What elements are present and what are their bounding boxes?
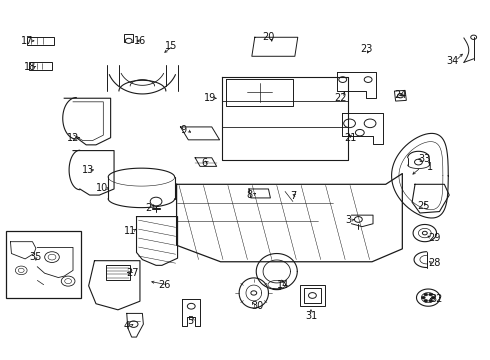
Circle shape [354,217,362,222]
Circle shape [65,279,72,284]
Text: 8: 8 [247,190,253,200]
Circle shape [431,296,435,299]
Circle shape [251,291,257,295]
Text: 29: 29 [428,233,441,243]
Circle shape [125,39,132,43]
Circle shape [429,299,433,302]
Circle shape [364,119,376,128]
Circle shape [339,77,346,82]
Circle shape [421,296,425,299]
Circle shape [343,119,355,128]
Circle shape [415,159,422,165]
Text: 31: 31 [305,311,317,320]
Text: 25: 25 [417,201,430,211]
Circle shape [422,231,427,235]
Text: 18: 18 [24,62,36,72]
Text: 4: 4 [123,321,130,331]
Circle shape [61,276,75,286]
Text: 26: 26 [158,280,171,290]
Polygon shape [106,265,130,280]
Circle shape [429,293,433,296]
Text: 10: 10 [96,183,108,193]
Circle shape [364,77,372,82]
Circle shape [397,94,403,98]
Text: 24: 24 [394,90,407,100]
Polygon shape [124,35,133,42]
Circle shape [18,268,24,273]
FancyBboxPatch shape [5,231,81,298]
Text: 5: 5 [187,316,194,325]
Text: 34: 34 [446,56,459,66]
Circle shape [48,254,56,260]
Text: 14: 14 [277,280,289,290]
Circle shape [150,197,162,206]
Text: 13: 13 [81,165,94,175]
Circle shape [471,35,477,40]
Circle shape [424,293,428,296]
Polygon shape [304,288,321,303]
Polygon shape [29,62,52,70]
Circle shape [15,266,27,275]
Polygon shape [394,90,406,101]
Text: 3: 3 [345,215,352,225]
Text: 20: 20 [262,32,274,42]
Circle shape [129,321,138,327]
Text: 23: 23 [360,44,372,54]
Text: 22: 22 [334,93,346,103]
Text: 12: 12 [67,133,79,143]
Circle shape [45,252,59,262]
Polygon shape [300,285,325,306]
Text: 11: 11 [124,226,136,236]
Text: 30: 30 [251,301,263,311]
Polygon shape [27,37,54,45]
Circle shape [424,299,428,302]
Text: 15: 15 [165,41,177,50]
Text: 17: 17 [22,36,34,46]
Text: 9: 9 [181,125,187,135]
Circle shape [187,303,195,309]
Text: 19: 19 [204,93,216,103]
Text: 21: 21 [344,133,356,143]
Text: 32: 32 [430,294,443,304]
Text: 28: 28 [428,258,441,268]
Text: 2: 2 [145,203,151,213]
Text: 1: 1 [427,162,433,172]
Text: 7: 7 [290,191,296,201]
Text: 6: 6 [202,158,208,168]
Circle shape [309,293,317,298]
Text: 33: 33 [418,154,431,164]
Text: 35: 35 [30,252,42,262]
Text: 27: 27 [126,267,139,278]
Circle shape [355,130,364,136]
Text: 16: 16 [134,36,146,46]
